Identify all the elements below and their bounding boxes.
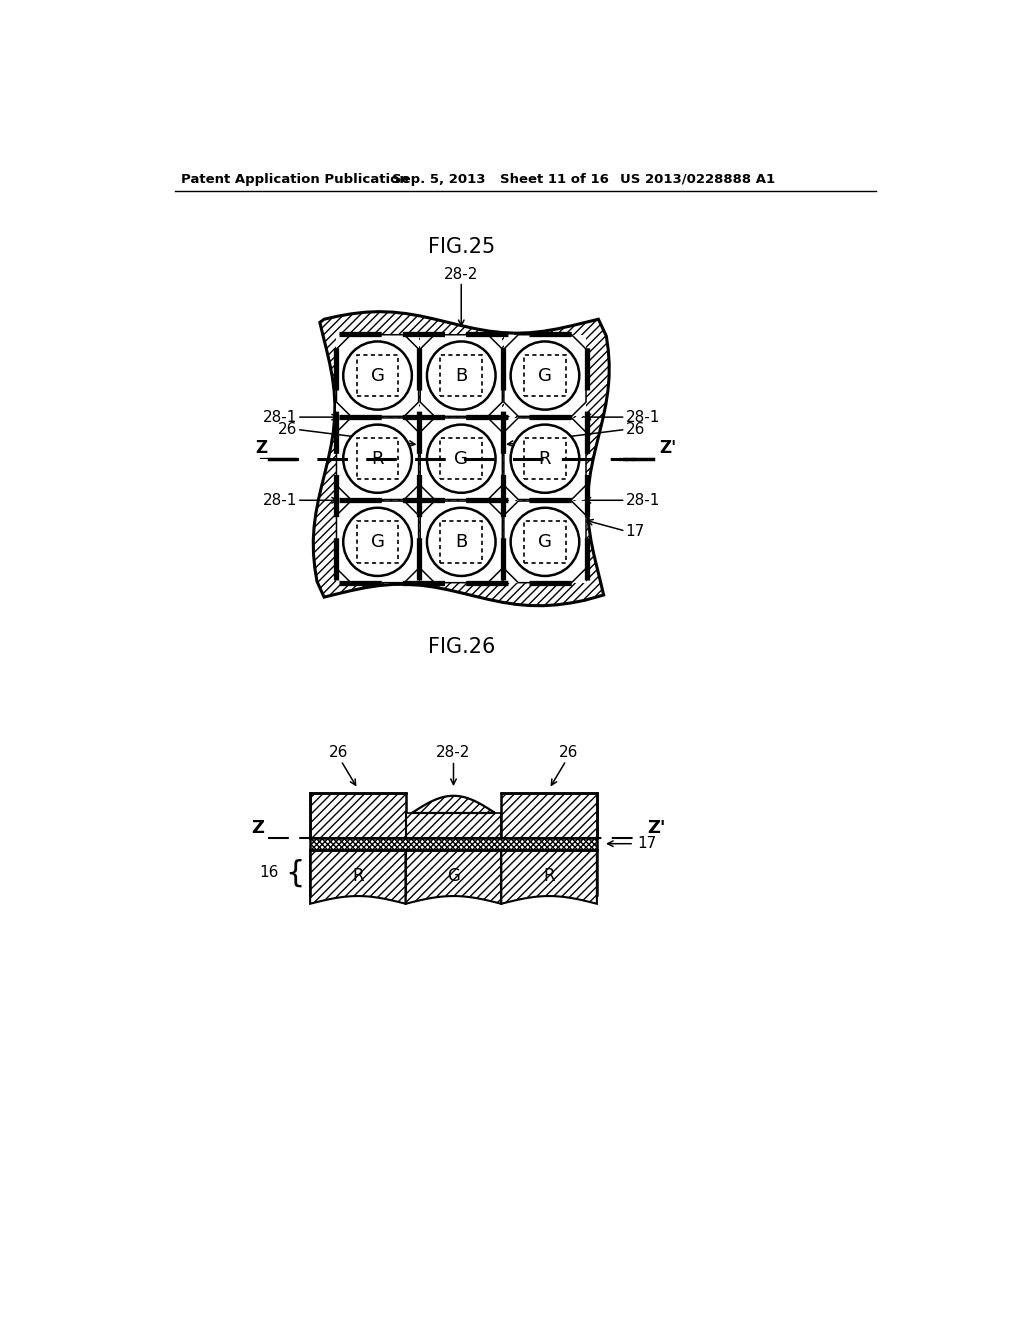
Text: R: R	[544, 867, 555, 884]
Polygon shape	[505, 502, 586, 582]
Text: 28-2: 28-2	[444, 267, 478, 281]
Text: 26: 26	[329, 746, 348, 760]
Text: 28-1: 28-1	[626, 409, 659, 425]
Bar	[524, 521, 566, 562]
Polygon shape	[505, 418, 586, 499]
Text: G: G	[538, 533, 552, 550]
Bar	[337, 418, 419, 499]
Bar	[504, 335, 586, 416]
Text: Z: Z	[251, 820, 263, 837]
Text: G: G	[538, 367, 552, 384]
Text: 16: 16	[260, 866, 280, 880]
Bar	[440, 521, 482, 562]
Bar	[406, 813, 502, 838]
Text: G: G	[447, 867, 460, 884]
Polygon shape	[421, 418, 502, 499]
Text: {: {	[285, 858, 304, 887]
Text: G: G	[371, 367, 384, 384]
Polygon shape	[421, 335, 502, 416]
Polygon shape	[421, 418, 502, 499]
Polygon shape	[421, 335, 502, 416]
Polygon shape	[406, 850, 502, 904]
Text: Sep. 5, 2013: Sep. 5, 2013	[391, 173, 485, 186]
Text: 28-1: 28-1	[626, 492, 659, 508]
Polygon shape	[310, 850, 406, 904]
Circle shape	[343, 425, 412, 492]
Text: Z': Z'	[658, 440, 676, 457]
Text: 17: 17	[637, 836, 656, 851]
Bar	[502, 793, 597, 838]
Polygon shape	[337, 335, 418, 416]
Bar	[337, 335, 419, 416]
Polygon shape	[337, 502, 418, 582]
Polygon shape	[337, 502, 418, 582]
Polygon shape	[313, 312, 609, 606]
Text: 26: 26	[278, 422, 297, 437]
Bar	[504, 502, 586, 582]
Bar	[310, 838, 597, 850]
Text: Sheet 11 of 16: Sheet 11 of 16	[500, 173, 609, 186]
Polygon shape	[337, 335, 418, 416]
Bar	[420, 335, 503, 416]
Bar	[356, 438, 398, 479]
Text: Patent Application Publication: Patent Application Publication	[180, 173, 409, 186]
Circle shape	[511, 508, 580, 576]
Text: Z: Z	[255, 440, 267, 457]
Text: R: R	[539, 450, 551, 467]
Bar	[406, 813, 502, 838]
Polygon shape	[337, 418, 418, 499]
Text: G: G	[455, 450, 468, 467]
Polygon shape	[505, 502, 586, 582]
Text: 28-1: 28-1	[262, 492, 297, 508]
Text: 17: 17	[626, 524, 645, 539]
Text: FIG.26: FIG.26	[428, 638, 495, 657]
Text: B: B	[455, 367, 467, 384]
Text: ─: ─	[259, 451, 267, 466]
Text: Z': Z'	[647, 820, 666, 837]
Circle shape	[511, 425, 580, 492]
Circle shape	[343, 342, 412, 409]
Circle shape	[427, 508, 496, 576]
Polygon shape	[502, 850, 597, 904]
Text: B: B	[455, 533, 467, 550]
Bar	[524, 438, 566, 479]
Bar	[440, 438, 482, 479]
Polygon shape	[505, 335, 586, 416]
Text: FIG.25: FIG.25	[428, 238, 495, 257]
Text: G: G	[371, 533, 384, 550]
Bar	[524, 355, 566, 396]
Polygon shape	[505, 418, 586, 499]
Bar	[420, 418, 503, 499]
Bar	[337, 502, 419, 582]
Polygon shape	[505, 335, 586, 416]
Text: R: R	[372, 450, 384, 467]
Text: R: R	[352, 867, 364, 884]
Bar	[504, 418, 586, 499]
Bar	[420, 502, 503, 582]
Bar	[356, 355, 398, 396]
Text: US 2013/0228888 A1: US 2013/0228888 A1	[621, 173, 775, 186]
Bar	[356, 521, 398, 562]
Polygon shape	[337, 418, 418, 499]
Text: 28-2: 28-2	[436, 746, 471, 760]
Text: 26: 26	[559, 746, 579, 760]
Text: 28-1: 28-1	[262, 409, 297, 425]
Bar	[310, 793, 406, 838]
Text: 26: 26	[626, 422, 645, 437]
Polygon shape	[421, 502, 502, 582]
Circle shape	[427, 425, 496, 492]
Bar	[440, 355, 482, 396]
Polygon shape	[421, 502, 502, 582]
Circle shape	[511, 342, 580, 409]
Polygon shape	[412, 796, 495, 813]
Circle shape	[427, 342, 496, 409]
Circle shape	[343, 508, 412, 576]
